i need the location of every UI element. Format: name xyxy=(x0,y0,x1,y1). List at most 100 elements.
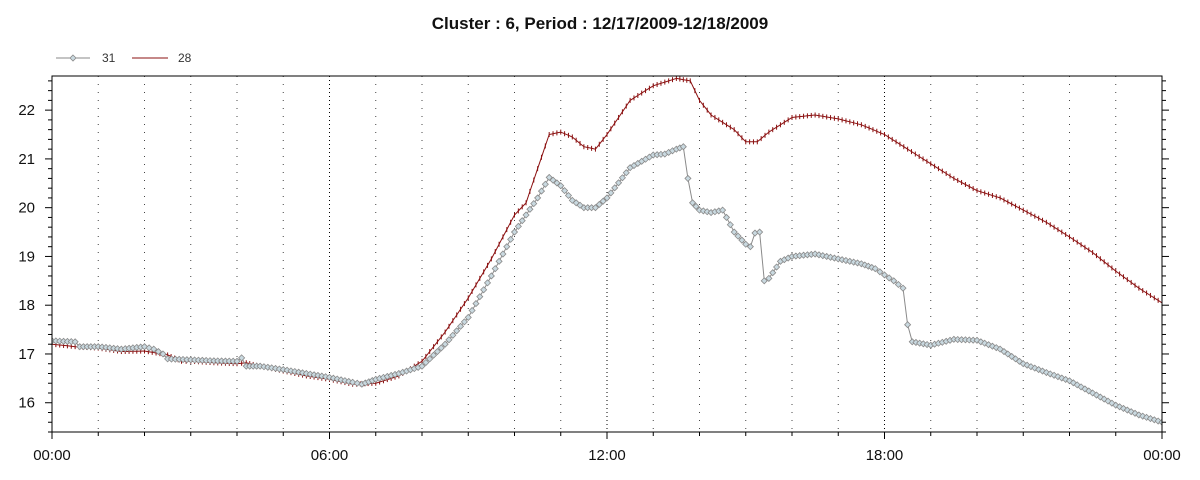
data-point xyxy=(1073,381,1081,389)
data-point xyxy=(830,254,838,262)
data-point xyxy=(433,347,441,356)
data-point xyxy=(722,213,731,221)
x-tick-label: 12:00 xyxy=(588,447,626,464)
x-tick-label: 06:00 xyxy=(311,447,349,464)
data-point xyxy=(487,272,495,280)
data-point xyxy=(1154,417,1162,425)
data-point xyxy=(746,243,754,251)
data-point xyxy=(876,268,884,276)
data-point xyxy=(329,374,337,382)
data-point xyxy=(449,331,457,339)
data-point xyxy=(1187,428,1193,434)
data-point xyxy=(1015,357,1023,365)
data-point xyxy=(756,228,764,236)
series-line-31 xyxy=(52,146,1162,423)
data-point xyxy=(1135,411,1143,419)
data-point xyxy=(603,194,611,202)
data-point xyxy=(426,355,434,363)
y-tick-label: 19 xyxy=(18,248,35,265)
data-point xyxy=(734,232,742,240)
data-point xyxy=(514,222,522,230)
data-point xyxy=(996,345,1004,353)
chart-title: Cluster : 6, Period : 12/17/2009-12/18/2… xyxy=(431,14,769,33)
data-point xyxy=(1127,408,1135,416)
data-point xyxy=(564,191,573,200)
data-point xyxy=(445,336,453,344)
data-point xyxy=(568,196,576,204)
data-point xyxy=(518,217,526,225)
data-point xyxy=(595,200,603,208)
y-tick-label: 22 xyxy=(18,102,35,119)
series-28 xyxy=(52,76,1162,387)
data-point xyxy=(692,202,700,211)
data-point xyxy=(238,354,246,362)
data-point xyxy=(453,327,461,335)
data-point xyxy=(503,243,511,251)
data-point xyxy=(742,240,750,248)
data-point xyxy=(614,179,623,187)
data-point xyxy=(499,250,507,258)
legend: 31 28 xyxy=(56,51,192,65)
data-point xyxy=(140,343,149,351)
data-point xyxy=(719,206,727,214)
grid-lines xyxy=(97,76,1117,432)
data-point xyxy=(684,174,692,182)
data-point xyxy=(1171,423,1177,429)
data-point xyxy=(885,274,893,282)
data-point xyxy=(541,180,549,188)
data-point xyxy=(572,199,580,207)
data-point xyxy=(476,293,484,301)
series-31 xyxy=(52,143,1193,434)
data-point xyxy=(769,269,777,277)
data-point xyxy=(437,344,445,352)
data-point xyxy=(1027,363,1035,371)
y-tick-label: 18 xyxy=(18,297,35,314)
data-point xyxy=(765,274,773,282)
data-point xyxy=(483,279,492,287)
data-point xyxy=(1081,385,1089,393)
data-point xyxy=(871,265,879,273)
data-point xyxy=(561,187,569,195)
data-point xyxy=(850,258,858,266)
data-point xyxy=(1163,420,1169,426)
data-point xyxy=(611,184,619,192)
data-point xyxy=(894,280,902,289)
data-point xyxy=(553,179,561,187)
data-point xyxy=(1167,422,1173,428)
legend-label-31: 31 xyxy=(102,51,116,65)
data-point xyxy=(819,252,827,260)
series-group xyxy=(52,76,1193,434)
y-tick-label: 21 xyxy=(18,151,35,168)
axes: 00:00 06:00 12:00 18:00 00:00 16 17 18 19 20 21 22 xyxy=(18,80,1181,464)
data-point xyxy=(823,252,831,261)
legend-label-28: 28 xyxy=(178,51,192,65)
data-point xyxy=(1054,373,1062,381)
data-point xyxy=(599,197,607,205)
data-point xyxy=(846,257,854,265)
data-point xyxy=(537,187,546,195)
y-tick-label: 17 xyxy=(18,346,35,363)
data-point xyxy=(688,199,697,207)
data-point xyxy=(522,211,530,219)
data-point xyxy=(1100,395,1108,403)
data-point xyxy=(904,321,912,329)
data-point xyxy=(491,265,499,273)
data-point xyxy=(345,377,353,386)
data-point xyxy=(71,338,79,346)
data-point xyxy=(591,204,600,212)
x-tick-label: 00:00 xyxy=(1143,447,1181,464)
data-point xyxy=(429,351,438,359)
data-point xyxy=(853,259,862,267)
data-point xyxy=(679,143,687,151)
x-tick-label: 00:00 xyxy=(33,447,71,464)
data-point xyxy=(1158,418,1162,426)
data-point xyxy=(1092,391,1101,399)
data-point xyxy=(145,344,153,352)
data-point xyxy=(349,378,357,386)
data-point xyxy=(1065,377,1074,385)
data-point xyxy=(1062,375,1070,383)
data-point xyxy=(441,340,449,348)
data-point xyxy=(557,182,565,190)
data-point xyxy=(984,341,993,349)
